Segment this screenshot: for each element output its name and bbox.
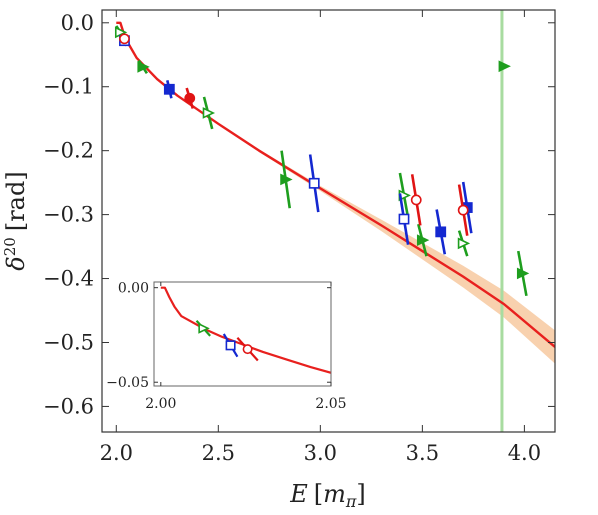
y-tick-label: −0.5: [43, 330, 94, 354]
y-tick-label: −0.05: [106, 375, 149, 391]
data-point: [236, 337, 259, 362]
data-point: [435, 209, 447, 255]
y-tick-label: −0.4: [43, 267, 94, 291]
data-point: [195, 320, 211, 337]
inset-axis-ticks: 2.00 2.05 0.00 −0.05: [106, 281, 346, 412]
x-axis-label: E [mπ]: [289, 480, 366, 511]
data-point: [163, 80, 175, 99]
triangle-right-marker: [416, 234, 430, 247]
square-marker: [398, 213, 410, 225]
inset-plot-data: [160, 286, 331, 374]
y-tick-label: −0.1: [43, 75, 94, 99]
data-point: [516, 250, 530, 297]
y-tick-label: −0.3: [43, 203, 94, 227]
y-tick-label: 0.0: [61, 11, 94, 35]
triangle-right-marker: [202, 107, 216, 119]
inset-frame: [153, 281, 332, 387]
main-plot: 2.0 2.5 3.0 3.5 4.0 0.0 −0.1 −0.2 −0.3 −0.4 −0.5 −0…: [43, 9, 556, 465]
x-tick-label: 3.0: [304, 441, 337, 465]
triangle-right-marker: [114, 26, 128, 39]
triangle-right-marker: [198, 322, 210, 334]
square-marker: [163, 83, 175, 95]
circle-marker: [457, 204, 469, 216]
square-marker: [225, 340, 236, 351]
data-point: [498, 60, 511, 73]
data-point: [416, 223, 430, 257]
data-point: [398, 193, 410, 245]
triangle-right-marker: [516, 267, 530, 280]
circle-marker: [184, 92, 196, 104]
data-point: [457, 184, 469, 236]
triangle-right-marker: [457, 237, 471, 250]
x-tick-label: 2.0: [100, 441, 133, 465]
circle-marker: [242, 344, 253, 355]
square-marker: [308, 177, 320, 189]
data-point: [184, 87, 196, 109]
circle-marker: [119, 33, 130, 45]
data-point: [410, 174, 422, 226]
data-point: [222, 333, 239, 358]
main-plot-data: [114, 10, 555, 432]
data-point: [202, 96, 216, 130]
triangle-right-marker: [280, 173, 293, 186]
y-tick-label: −0.6: [43, 394, 94, 418]
x-tick-label: 2.00: [145, 396, 176, 412]
y-axis-label: δ20[rad]: [1, 171, 30, 270]
circle-marker: [410, 194, 422, 206]
data-point: [119, 33, 130, 45]
data-point: [457, 230, 471, 257]
x-tick-label: 2.05: [315, 396, 346, 412]
triangle-right-marker: [137, 61, 150, 73]
inset-plot: 2.00 2.05 0.00 −0.05: [106, 281, 346, 412]
data-point: [137, 59, 150, 74]
inset-background: [154, 282, 331, 386]
y-tick-label: 0.00: [118, 281, 149, 297]
x-tick-label: 4.0: [508, 441, 541, 465]
data-point: [280, 150, 293, 209]
main-plot-frame: [101, 9, 556, 433]
main-axis-ticks: 2.0 2.5 3.0 3.5 4.0 0.0 −0.1 −0.2 −0.3 −0.4 −0.5 −0…: [43, 10, 555, 465]
y-tick-label: −0.2: [43, 139, 94, 163]
triangle-right-marker: [498, 60, 511, 73]
x-tick-label: 3.5: [406, 441, 439, 465]
square-marker: [435, 226, 447, 238]
data-point: [308, 154, 320, 213]
x-tick-label: 2.5: [202, 441, 235, 465]
